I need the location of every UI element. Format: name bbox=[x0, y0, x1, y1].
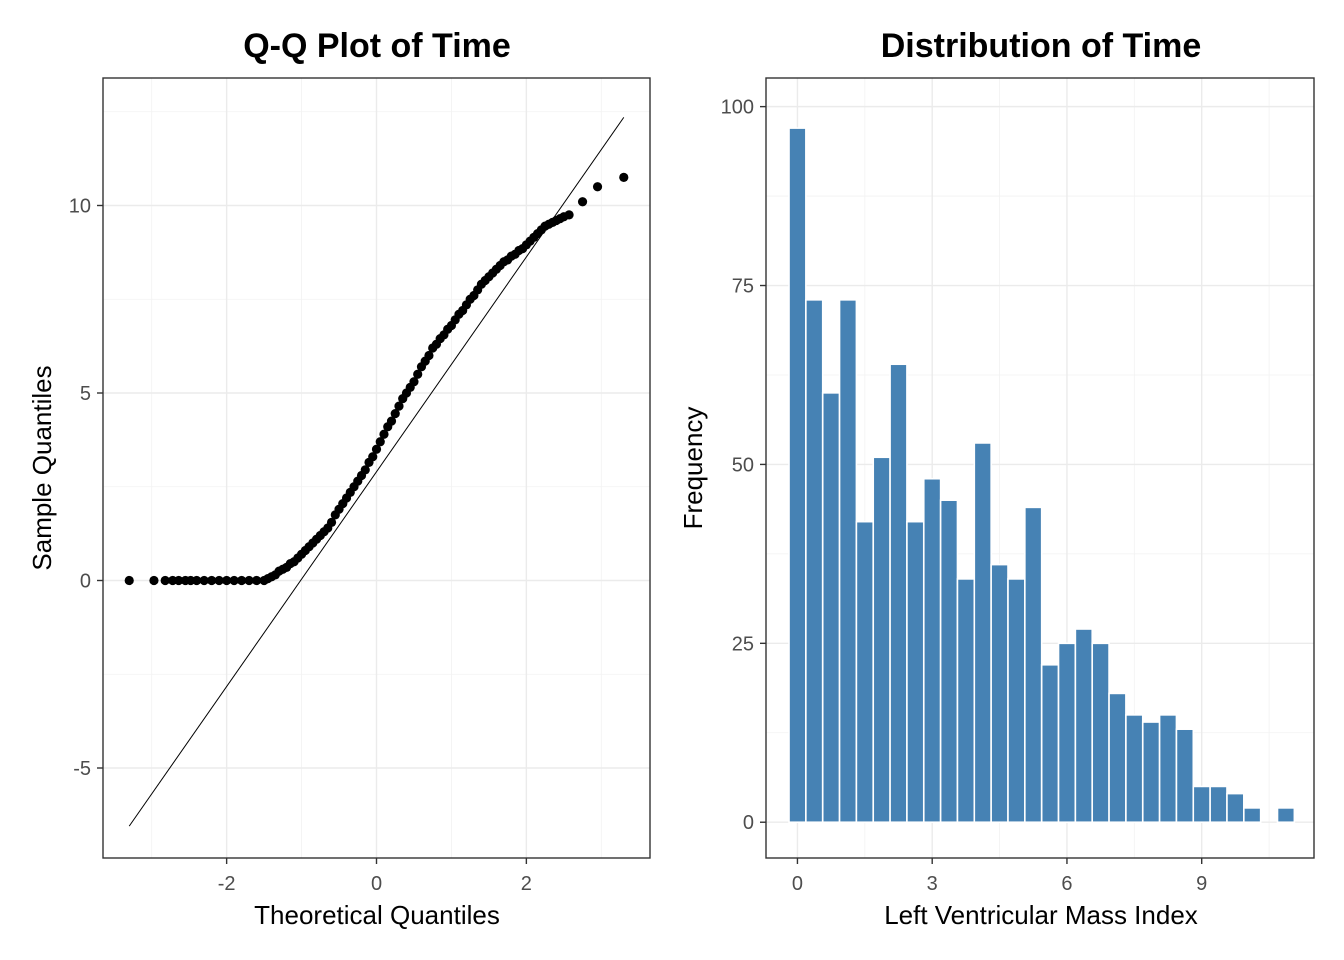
histogram-bar bbox=[973, 442, 992, 824]
qq-point bbox=[222, 575, 232, 586]
histogram-x-tick-label: 0 bbox=[792, 873, 803, 895]
qq-point bbox=[424, 350, 434, 361]
histogram-bar bbox=[922, 477, 942, 824]
qq-point bbox=[149, 575, 159, 586]
histogram-bar bbox=[1209, 785, 1228, 824]
qq-grid bbox=[103, 78, 650, 858]
histogram-bar bbox=[1141, 721, 1161, 824]
histogram-y-tick-label: 100 bbox=[721, 97, 754, 119]
qq-point bbox=[368, 452, 378, 462]
qq-point bbox=[619, 172, 629, 182]
qq-point bbox=[379, 429, 389, 439]
qq-plot-panel: Q-Q Plot of Time -2 0 2 -5 0 5 10 Theoretical … bbox=[27, 27, 651, 930]
histogram-y-tick-label: 75 bbox=[732, 276, 754, 298]
histogram-x-tick-label: 3 bbox=[927, 873, 938, 895]
histogram-bar bbox=[1158, 714, 1178, 824]
qq-point bbox=[371, 444, 382, 454]
histogram-y-axis-title: Frequency bbox=[678, 407, 708, 530]
qq-point bbox=[360, 465, 370, 475]
histogram-bar bbox=[1192, 785, 1211, 824]
histogram-y-tick-label: 50 bbox=[732, 454, 754, 476]
qq-x-tick-label: 0 bbox=[371, 873, 382, 895]
histogram-bar bbox=[805, 299, 824, 824]
qq-point bbox=[409, 377, 419, 387]
qq-y-tick-label: 10 bbox=[69, 196, 91, 218]
histogram-bar bbox=[889, 363, 908, 824]
histogram-panel: Distribution of Time 0 3 6 9 0 25 50 75 100 Left… bbox=[678, 27, 1315, 930]
histogram-bar bbox=[1276, 807, 1296, 824]
qq-x-tick-label: 2 bbox=[521, 873, 532, 895]
qq-x-tick-label: -2 bbox=[218, 873, 236, 895]
histogram-x-tick-label: 9 bbox=[1196, 873, 1207, 895]
qq-point bbox=[160, 575, 170, 586]
histogram-bar bbox=[906, 520, 925, 824]
histogram-bar bbox=[1243, 807, 1262, 824]
qq-point bbox=[390, 409, 400, 419]
qq-y-tick-label: -5 bbox=[73, 758, 91, 780]
qq-point bbox=[386, 416, 397, 426]
qq-point bbox=[207, 575, 217, 586]
histogram-y-tick-label: 0 bbox=[743, 812, 754, 834]
qq-point bbox=[394, 401, 404, 411]
histogram-bar bbox=[1007, 578, 1026, 824]
histogram-bar bbox=[1040, 663, 1060, 824]
qq-point bbox=[214, 575, 224, 586]
qq-point bbox=[244, 575, 254, 586]
histogram-bar bbox=[788, 127, 807, 824]
qq-point bbox=[252, 575, 262, 586]
qq-y-tick-label: 5 bbox=[80, 383, 91, 405]
histogram-bar bbox=[1057, 642, 1077, 824]
qq-point bbox=[237, 575, 247, 586]
qq-point bbox=[564, 210, 574, 220]
histogram-bar bbox=[1108, 692, 1127, 824]
histogram-bar bbox=[821, 392, 841, 824]
qq-plot-title: Q-Q Plot of Time bbox=[243, 27, 511, 65]
qq-point bbox=[229, 575, 239, 586]
qq-x-axis-title: Theoretical Quantiles bbox=[254, 900, 500, 930]
histogram-bar bbox=[939, 499, 959, 824]
histogram-x-axis-title: Left Ventricular Mass Index bbox=[884, 900, 1198, 930]
qq-point bbox=[592, 182, 603, 192]
histogram-bar bbox=[1175, 728, 1195, 824]
histogram-bar bbox=[855, 520, 875, 824]
histogram-bar bbox=[1091, 642, 1110, 824]
histogram-bars bbox=[788, 127, 1296, 824]
qq-point bbox=[124, 575, 134, 586]
qq-points bbox=[124, 172, 629, 586]
histogram-bar bbox=[956, 578, 976, 824]
qq-axis-ticks: -2 0 2 -5 0 5 10 bbox=[69, 196, 532, 896]
qq-point bbox=[577, 197, 588, 207]
qq-y-axis-title: Sample Quantiles bbox=[27, 365, 57, 570]
histogram-bar bbox=[1125, 714, 1144, 824]
histogram-title: Distribution of Time bbox=[881, 27, 1201, 65]
histogram-bar bbox=[1024, 506, 1043, 824]
qq-point bbox=[174, 575, 184, 586]
qq-point bbox=[192, 575, 202, 586]
histogram-bar bbox=[1226, 792, 1245, 824]
qq-point bbox=[375, 437, 385, 447]
histogram-bar bbox=[872, 456, 891, 824]
histogram-bar bbox=[838, 299, 858, 824]
qq-y-tick-label: 0 bbox=[80, 571, 91, 593]
qq-point bbox=[326, 517, 337, 527]
histogram-y-tick-label: 25 bbox=[732, 633, 754, 655]
histogram-panel-border bbox=[765, 77, 1315, 859]
qq-point bbox=[413, 369, 423, 379]
histogram-axis-ticks: 0 3 6 9 0 25 50 75 100 bbox=[721, 97, 1208, 895]
qq-point bbox=[199, 575, 209, 586]
histogram-bar bbox=[1074, 628, 1094, 824]
histogram-x-tick-label: 6 bbox=[1061, 873, 1072, 895]
histogram-bar bbox=[990, 563, 1009, 824]
